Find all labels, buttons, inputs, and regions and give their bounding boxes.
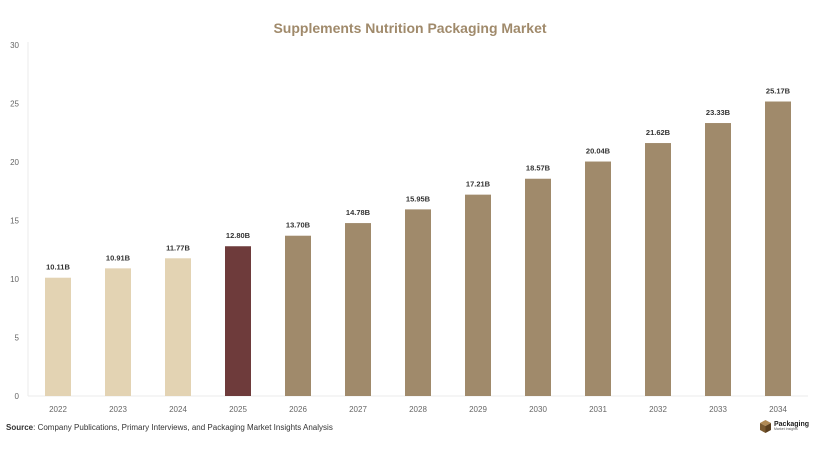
data-label: 21.62B [646,128,671,137]
x-tick-label: 2024 [169,405,187,414]
y-tick-label: 25 [10,100,19,109]
data-label: 14.78B [346,208,371,217]
data-label: 11.77B [166,243,190,252]
data-label: 10.11B [46,263,70,272]
bar [585,161,611,396]
bar [465,194,491,396]
source-text: : Company Publications, Primary Intervie… [33,423,333,432]
packaging-logo: Packaging Market Insights [760,420,809,433]
data-label: 20.04B [586,147,611,156]
x-tick-label: 2027 [349,405,367,414]
bar [225,246,251,396]
y-tick-label: 20 [10,158,19,167]
y-tick-label: 0 [15,392,20,401]
data-label: 25.17B [766,87,791,96]
data-label: 15.95B [406,194,431,203]
data-label: 18.57B [526,164,551,173]
source-note: Source: Company Publications, Primary In… [6,423,333,432]
x-tick-label: 2029 [469,405,487,414]
logo-name: Packaging [774,421,810,429]
x-tick-label: 2031 [589,405,607,414]
bar [345,223,371,396]
bar [645,143,671,396]
x-tick-label: 2022 [49,405,67,414]
x-tick-label: 2030 [529,405,547,414]
x-tick-label: 2025 [229,405,247,414]
bar [705,123,731,396]
y-tick-label: 30 [10,41,19,50]
bar [285,235,311,396]
bar [165,258,191,396]
x-tick-label: 2034 [769,405,787,414]
bar [105,268,131,396]
y-tick-label: 10 [10,275,19,284]
data-label: 13.70B [286,221,311,230]
data-label: 23.33B [706,108,731,117]
bar [765,101,791,397]
chart-data-labels: 10.11B 10.91B 11.77B 12.80B 13.70B 14.78B 15.9… [46,87,791,272]
bar [405,209,431,396]
x-tick-label: 2026 [289,405,307,414]
x-tick-label: 2032 [649,405,667,414]
source-label: Source [6,423,34,432]
y-tick-label: 15 [10,217,19,226]
data-label: 17.21B [466,180,491,189]
x-tick-label: 2028 [409,405,427,414]
x-tick-label: 2033 [709,405,727,414]
data-label: 10.91B [106,253,131,262]
chart-title: Supplements Nutrition Packaging Market [273,20,547,36]
box-logo-icon [760,420,771,433]
data-label: 12.80B [226,231,251,240]
chart-bars [45,101,791,397]
logo-subtitle: Market Insights [774,427,798,432]
y-tick-label: 5 [15,334,20,343]
bar [525,178,551,396]
x-tick-label: 2023 [109,405,127,414]
bar [45,277,71,396]
